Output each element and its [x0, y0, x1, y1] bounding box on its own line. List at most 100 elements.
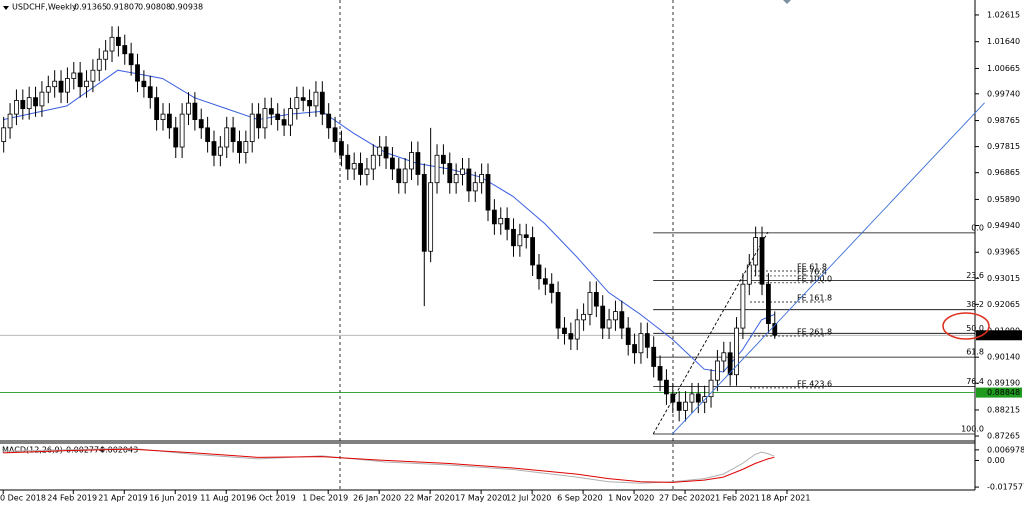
x-tick-label: 0 Dec 2018 [0, 494, 46, 503]
candle-body [549, 283, 555, 293]
candle-body [14, 99, 19, 115]
candle-body [428, 182, 434, 252]
candle-body [390, 157, 395, 170]
fibo-label: 76.4 [966, 377, 984, 386]
candle-body [128, 53, 134, 66]
candle-body [141, 80, 147, 88]
x-tick-label: 11 Aug 2019 [200, 494, 251, 503]
ohlc-low: 0.90808 [138, 3, 171, 12]
candle-body [746, 264, 752, 285]
candle-body [415, 152, 421, 175]
y-tick-label: 0.97815 [987, 142, 1020, 151]
x-tick-label: 21 Apr 2019 [98, 494, 147, 503]
current-price-label: 0.90938 [987, 331, 1020, 340]
candle-body [581, 313, 586, 321]
candle-body [734, 327, 739, 376]
candle-body [670, 393, 676, 403]
candle-body [205, 127, 211, 142]
candle-body [402, 168, 408, 184]
fe-label: FE 423.6 [797, 379, 832, 388]
candle-body [619, 311, 625, 329]
candle-body [358, 163, 363, 175]
x-tick-label: 24 Feb 2019 [47, 494, 97, 503]
x-tick-label: 6 Sep 2020 [557, 494, 603, 503]
candle-body [39, 91, 45, 107]
macd-signal: 0.002043 [100, 446, 138, 455]
candle-body [281, 119, 287, 126]
candle-body [574, 319, 580, 340]
candle-body [33, 97, 38, 107]
candle-body [593, 292, 599, 307]
candle-body [708, 379, 714, 398]
candle-body [638, 333, 644, 354]
candle-body [1, 127, 7, 142]
y-tick-label: 0.87265 [987, 432, 1020, 441]
candle-body [664, 379, 669, 395]
menu-triangle[interactable] [3, 6, 9, 10]
macd-line [3, 448, 775, 483]
y-tick-label: 0.88215 [987, 405, 1020, 414]
macd-y-tick-label: 0.006978 [987, 445, 1024, 454]
candle-body [721, 352, 727, 362]
candle-body [600, 305, 606, 329]
candle-body [689, 393, 695, 403]
candle-body [542, 278, 548, 285]
candle-body [632, 344, 637, 354]
y-tick-label: 0.90140 [987, 353, 1020, 362]
candle-body [485, 174, 491, 211]
candle-body [275, 113, 281, 121]
symbol-title: USDCHF,Weekly [12, 3, 77, 12]
fe-label: FE 100.0 [797, 274, 832, 283]
candle-body [237, 141, 242, 153]
shift-marker [783, 0, 791, 4]
candle-body [256, 113, 261, 129]
candle-body [45, 86, 51, 93]
y-tick-label: 0.96865 [987, 168, 1020, 177]
macd-y-tick-label: -0.017577 [987, 483, 1024, 492]
candle-body [103, 50, 109, 60]
candle-body [192, 102, 198, 121]
candle-body [166, 113, 172, 129]
current-price-box [976, 330, 1022, 341]
y-tick-label: 0.94940 [987, 221, 1020, 230]
candle-body [625, 327, 631, 345]
candle-body [759, 237, 765, 285]
candle-body [644, 333, 650, 348]
candle-body [351, 163, 357, 170]
candle-body [339, 141, 344, 156]
fe-label: FE 76.4 [797, 267, 827, 276]
candle-body [536, 264, 542, 280]
candle-body [122, 45, 128, 55]
candle-body [683, 401, 688, 411]
fibo-label: 0.0 [971, 223, 984, 232]
candle-body [300, 97, 306, 101]
candle-body [491, 209, 497, 225]
candle-body [294, 97, 300, 110]
x-tick-label: 21 Feb 2021 [710, 494, 760, 503]
fe-label: FE 261.8 [797, 328, 832, 337]
candle-body [90, 69, 96, 82]
y-tick-label: 0.92065 [987, 300, 1020, 309]
candle-body [466, 168, 472, 192]
candle-body [377, 146, 383, 156]
candle-body [288, 108, 293, 126]
candle-body [20, 99, 26, 110]
x-tick-label: 16 Jun 2019 [149, 494, 197, 503]
plot: 1.02615 1.01640 1.00665 0.99740 0.98765 0.978… [0, 10, 1024, 503]
y-tick-label: 0.93015 [987, 274, 1020, 283]
y-tick-label: 0.98765 [987, 116, 1020, 125]
candle-body [77, 72, 83, 88]
candle-body [651, 346, 657, 367]
candle-body [26, 97, 32, 110]
candle-body [555, 292, 561, 329]
candle-body [84, 80, 89, 88]
trendline [671, 102, 985, 435]
fibo-label: 38.2 [966, 300, 984, 309]
candle-body [530, 237, 536, 266]
candle-body [504, 217, 510, 230]
x-tick-label: 6 Oct 2019 [251, 494, 295, 503]
x-tick-label: 12 Jul 2020 [506, 494, 551, 503]
y-tick-label: 0.95890 [987, 195, 1020, 204]
candle-body [364, 168, 370, 175]
fibo-label: 23.6 [966, 271, 984, 280]
